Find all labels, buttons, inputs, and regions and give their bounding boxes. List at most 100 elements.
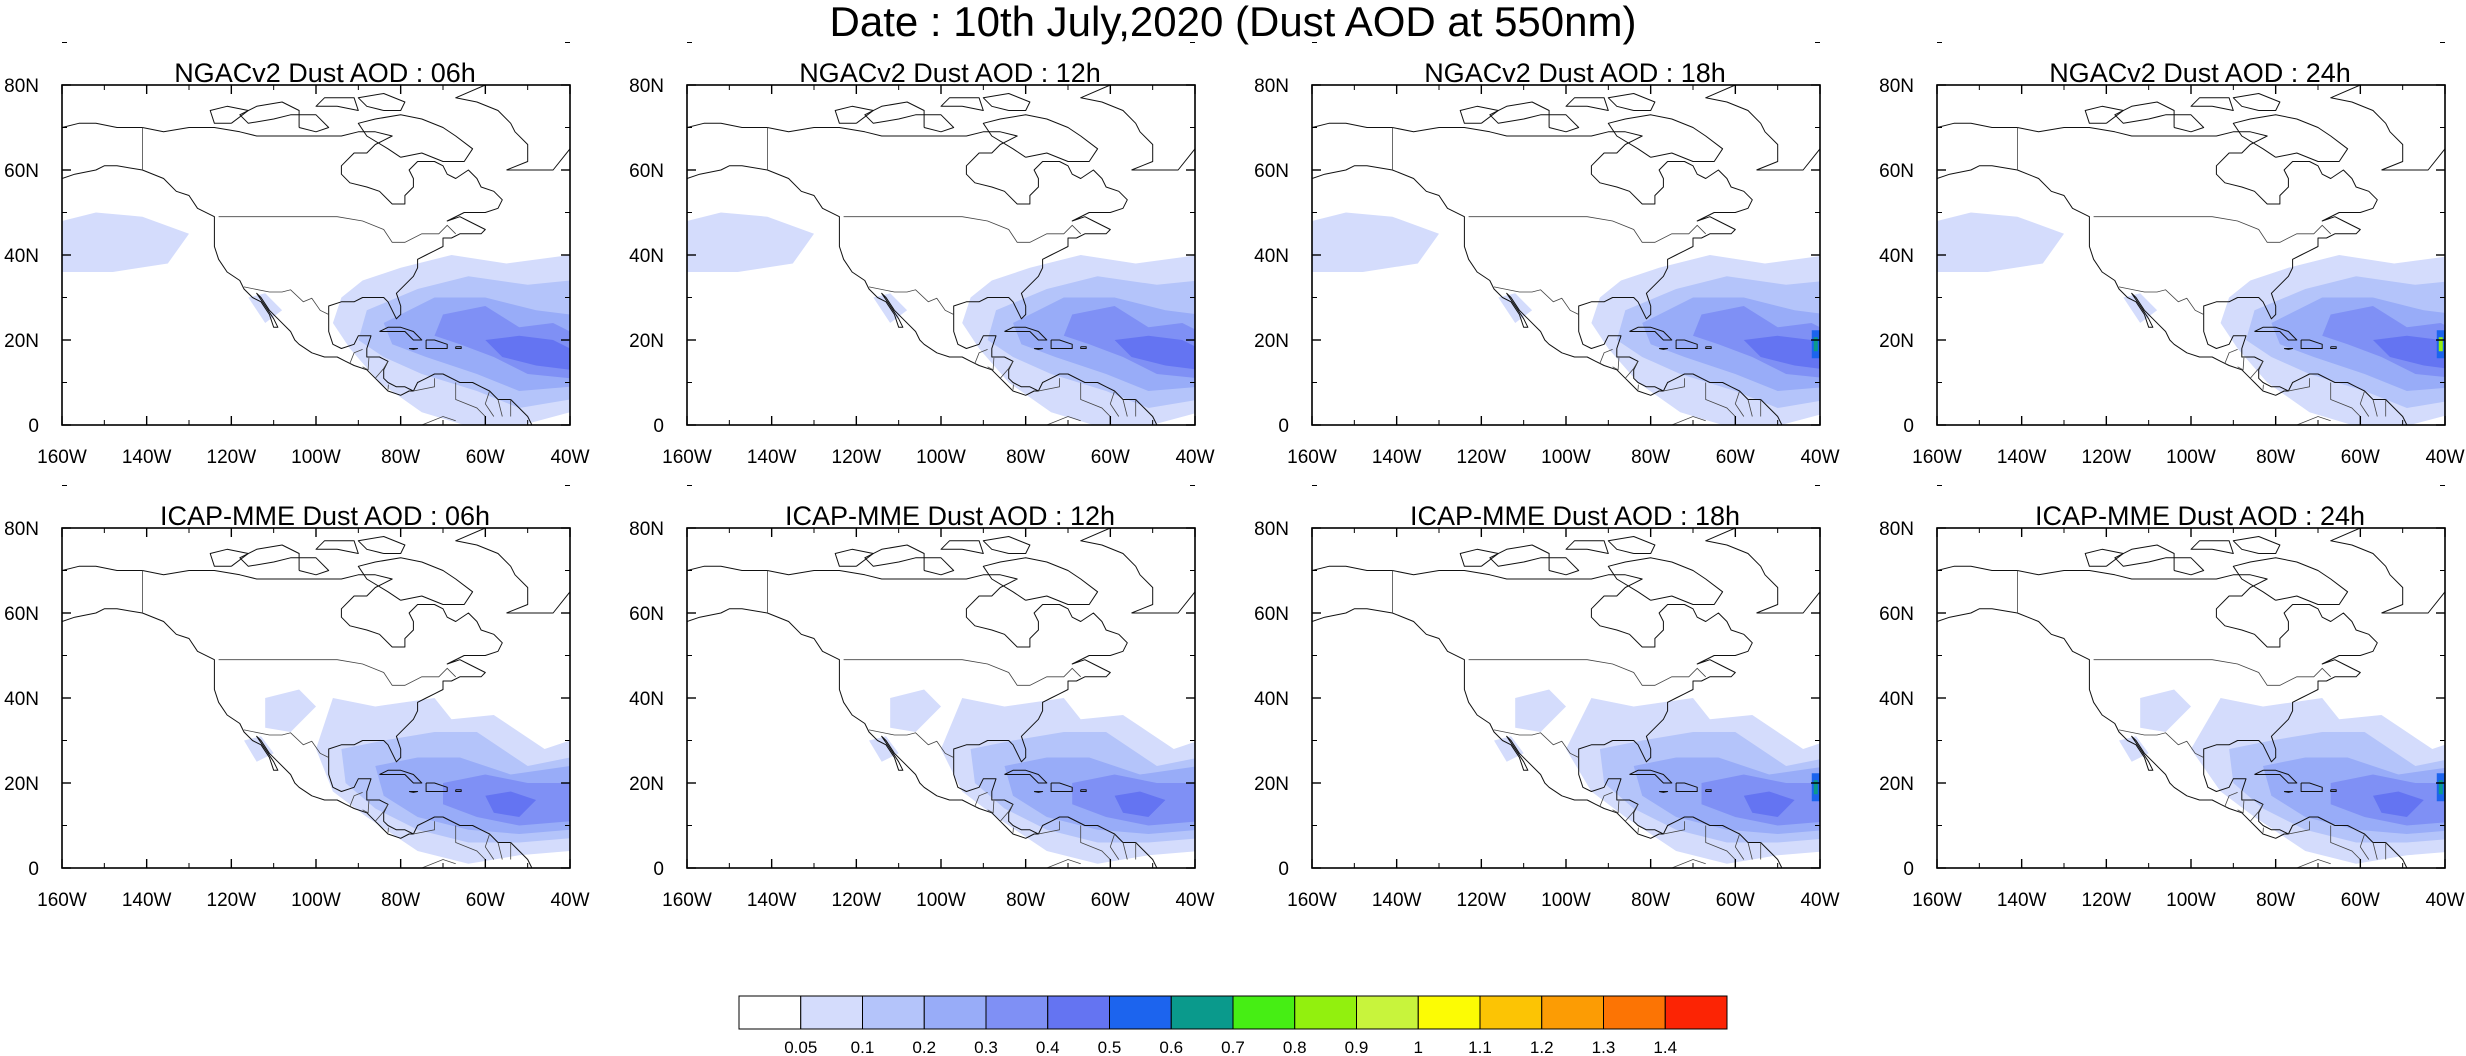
colorbar-label: 0.4: [1036, 1038, 1060, 1056]
colorbar-label: 1.2: [1530, 1038, 1554, 1056]
colorbar-swatch: [1232, 995, 1296, 1030]
country-borders: [1391, 127, 1762, 425]
colorbar-swatch: [1664, 995, 1728, 1030]
lon-tick-label: 60W: [1716, 447, 1755, 468]
lon-tick-label: 80W: [2256, 890, 2295, 911]
lon-tick-label: 100W: [1541, 890, 1591, 911]
lat-tick-label: 20N: [1879, 774, 1914, 795]
map-panel-icap-mme-12h: 0 20N 40N 60N 80N 160W 140W 120W 100W 80W 60W 40W I…: [625, 485, 1245, 951]
lat-tick-label: 40N: [629, 246, 664, 267]
country-borders: [2016, 570, 2387, 868]
lon-tick-label: 100W: [1541, 447, 1591, 468]
lat-tick-label: 60N: [1254, 604, 1289, 625]
dust-aod-shading: [62, 212, 570, 425]
lon-tick-label: 120W: [207, 447, 257, 468]
map-plot: 0 20N 40N 60N 80N 160W 140W 120W 100W 80W 60W 40W: [1879, 42, 2465, 468]
lat-tick-label: 80N: [1254, 76, 1289, 97]
map-plot: 0 20N 40N 60N 80N 160W 140W 120W 100W 80W 60W 40W: [4, 42, 590, 468]
dust-aod-shading: [869, 689, 1195, 864]
colorbar-swatch: [1417, 995, 1481, 1030]
main-title: Date : 10th July,2020 (Dust AOD at 550nm…: [829, 0, 1637, 45]
map-panel-ngacv2-06h: 0 20N 40N 60N 80N 160W 140W 120W 100W 80W 60W 40W N…: [0, 42, 620, 508]
lat-tick-label: 40N: [1879, 689, 1914, 710]
lat-tick-label: 0: [1278, 416, 1289, 437]
lon-tick-label: 140W: [1997, 890, 2047, 911]
lon-tick-label: 140W: [122, 890, 172, 911]
lat-tick-label: 40N: [1879, 246, 1914, 267]
lon-tick-label: 80W: [1006, 890, 1045, 911]
coastlines: [687, 85, 1195, 425]
lon-tick-label: 120W: [1457, 447, 1507, 468]
coastlines: [1937, 528, 2445, 868]
country-borders: [2016, 127, 2387, 425]
lon-tick-label: 160W: [37, 447, 87, 468]
lat-tick-label: 20N: [4, 331, 39, 352]
map-plot: 0 20N 40N 60N 80N 160W 140W 120W 100W 80W 60W 40W: [1254, 42, 1840, 468]
lon-tick-label: 140W: [122, 447, 172, 468]
lat-tick-label: 20N: [629, 331, 664, 352]
lon-tick-label: 80W: [1631, 890, 1670, 911]
lon-tick-label: 120W: [207, 890, 257, 911]
panel-title: NGACv2 Dust AOD : 18h: [1424, 58, 1726, 88]
lat-tick-label: 80N: [1879, 76, 1914, 97]
lat-tick-label: 0: [1903, 416, 1914, 437]
colorbar-swatch: [1479, 995, 1543, 1030]
lon-tick-label: 120W: [832, 447, 882, 468]
lat-tick-label: 60N: [629, 161, 664, 182]
lon-tick-label: 80W: [381, 447, 420, 468]
lon-tick-label: 40W: [2425, 447, 2464, 468]
lat-tick-label: 20N: [1254, 331, 1289, 352]
panel-title: ICAP-MME Dust AOD : 06h: [159, 501, 491, 531]
lon-tick-label: 120W: [832, 890, 882, 911]
lon-tick-label: 80W: [1631, 447, 1670, 468]
colorbar-swatch: [1356, 995, 1419, 1030]
map-panel-ngacv2-18h: 0 20N 40N 60N 80N 160W 140W 120W 100W 80W 60W 40W N…: [1250, 42, 1870, 508]
lon-tick-label: 140W: [747, 447, 797, 468]
panel-title: ICAP-MME Dust AOD : 24h: [2034, 501, 2366, 531]
colorbar-label: 1.4: [1653, 1038, 1677, 1056]
colorbar-label: 0.05: [784, 1038, 817, 1056]
lon-tick-label: 140W: [1372, 447, 1422, 468]
lat-tick-label: 80N: [629, 76, 664, 97]
colorbar-label: 1: [1414, 1038, 1423, 1056]
lon-tick-label: 60W: [2341, 890, 2380, 911]
dust-aod-shading: [687, 212, 1195, 425]
lon-tick-label: 160W: [1912, 447, 1962, 468]
country-borders: [141, 570, 512, 868]
lat-tick-label: 60N: [1254, 161, 1289, 182]
lon-tick-label: 80W: [381, 890, 420, 911]
map-panel-ngacv2-12h: 0 20N 40N 60N 80N 160W 140W 120W 100W 80W 60W 40W N…: [625, 42, 1245, 508]
dust-aod-shading: [1312, 212, 1820, 425]
lon-tick-label: 120W: [2082, 447, 2132, 468]
lat-tick-label: 20N: [4, 774, 39, 795]
lat-tick-label: 40N: [4, 246, 39, 267]
coastlines: [1312, 528, 1820, 868]
lon-tick-label: 160W: [1287, 447, 1337, 468]
coastlines: [1937, 85, 2445, 425]
colorbar-label: 0.7: [1221, 1038, 1245, 1056]
colorbar-swatch: [862, 995, 925, 1030]
map-panel-icap-mme-06h: 0 20N 40N 60N 80N 160W 140W 120W 100W 80W 60W 40W I…: [0, 485, 620, 951]
dust-aod-shading: [2119, 689, 2445, 864]
colorbar-label: 1.3: [1592, 1038, 1616, 1056]
lon-tick-label: 40W: [550, 890, 589, 911]
lat-tick-label: 40N: [629, 689, 664, 710]
map-panel-icap-mme-24h: 0 20N 40N 60N 80N 160W 140W 120W 100W 80W 60W 40W I…: [1875, 485, 2466, 951]
lon-tick-label: 160W: [1287, 890, 1337, 911]
lon-tick-label: 40W: [1175, 447, 1214, 468]
map-plot: 0 20N 40N 60N 80N 160W 140W 120W 100W 80W 60W 40W: [1879, 485, 2465, 911]
lat-tick-label: 80N: [1879, 519, 1914, 540]
dust-aod-shading: [1494, 689, 1820, 864]
lon-tick-label: 160W: [662, 890, 712, 911]
panel-title: ICAP-MME Dust AOD : 12h: [784, 501, 1116, 531]
lon-tick-label: 40W: [1800, 890, 1839, 911]
lat-tick-label: 40N: [1254, 246, 1289, 267]
lat-tick-label: 80N: [1254, 519, 1289, 540]
lon-tick-label: 140W: [747, 890, 797, 911]
lon-tick-label: 60W: [466, 890, 505, 911]
panel-title: ICAP-MME Dust AOD : 18h: [1409, 501, 1741, 531]
map-plot: 0 20N 40N 60N 80N 160W 140W 120W 100W 80W 60W 40W: [629, 42, 1215, 468]
colorbar-label: 0.8: [1283, 1038, 1307, 1056]
map-plot: 0 20N 40N 60N 80N 160W 140W 120W 100W 80W 60W 40W: [4, 485, 590, 911]
lat-tick-label: 20N: [629, 774, 664, 795]
